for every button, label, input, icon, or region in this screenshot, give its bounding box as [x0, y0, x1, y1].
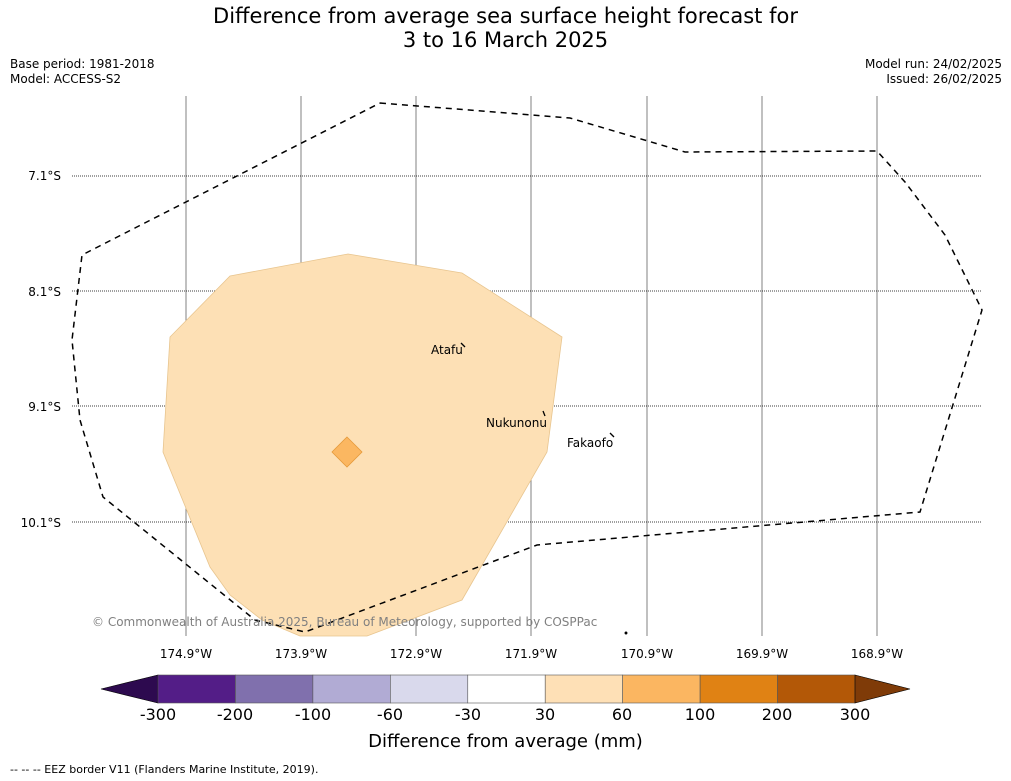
colorbar-tick: -300: [140, 705, 176, 724]
lon-label: 170.9°W: [621, 647, 673, 661]
colorbar-extend-high: [854, 674, 911, 704]
colorbar-tick: 100: [685, 705, 716, 724]
colorbar-tick: 300: [840, 705, 871, 724]
place-label-fakaofo: Fakaofo: [567, 436, 613, 450]
map-title: Difference from average sea surface heig…: [0, 4, 1011, 52]
colorbar-segment: [622, 674, 701, 704]
place-label-atafu: Atafu: [431, 343, 463, 357]
colorbar-segment: [544, 674, 623, 704]
base-period: Base period: 1981-2018: [10, 57, 155, 71]
lat-label: 10.1°S: [21, 516, 61, 530]
lon-label: 169.9°W: [736, 647, 788, 661]
run-info: Model run: 24/02/2025 Issued: 26/02/2025: [865, 57, 1002, 87]
colorbar-tick: 30: [535, 705, 555, 724]
anomaly-area-60-100mm: [331, 436, 363, 468]
colorbar-segment: [157, 674, 236, 704]
colorbar-segment: [312, 674, 391, 704]
fakaofo-island-shape: [609, 432, 615, 438]
lon-label: 168.9°W: [851, 647, 903, 661]
lon-label: 174.9°W: [160, 647, 212, 661]
lon-label: 171.9°W: [505, 647, 557, 661]
lat-label: 7.1°S: [28, 169, 61, 183]
anomaly-area-30-60mm: [162, 253, 563, 637]
model-info: Base period: 1981-2018 Model: ACCESS-S2: [10, 57, 155, 87]
island-marks: [460, 342, 628, 635]
nukunonu-island-shape: [542, 410, 546, 417]
colorbar-tick: -30: [455, 705, 481, 724]
eez-border-legend: -- -- -- EEZ border V11 (Flanders Marine…: [10, 763, 319, 776]
eez-border: [71, 102, 983, 633]
colorbar-segment: [777, 674, 856, 704]
model-run-date: Model run: 24/02/2025: [864, 57, 1002, 71]
lon-label: 173.9°W: [275, 647, 327, 661]
colorbar-extend-low: [100, 674, 159, 704]
colorbar-tick: -100: [295, 705, 331, 724]
colorbar-segment: [390, 674, 469, 704]
colorbar-tick: -60: [377, 705, 403, 724]
lat-label: 9.1°S: [28, 400, 61, 414]
colorbar-segment: [699, 674, 778, 704]
model-name: Model: ACCESS-S2: [10, 72, 122, 86]
colorbar-title: Difference from average (mm): [368, 731, 643, 752]
place-label-nukunonu: Nukunonu: [486, 416, 547, 430]
colorbar: [100, 674, 911, 704]
colorbar-segment: [467, 674, 546, 704]
colorbar-tick: 200: [762, 705, 793, 724]
lon-label: 172.9°W: [390, 647, 442, 661]
lat-label: 8.1°S: [28, 285, 61, 299]
colorbar-segment: [235, 674, 314, 704]
issued-date: Issued: 26/02/2025: [886, 72, 1002, 86]
copyright-notice: © Commonwealth of Australia 2025, Bureau…: [92, 615, 597, 629]
title-line-2: 3 to 16 March 2025: [402, 28, 609, 52]
title-line-1: Difference from average sea surface heig…: [213, 4, 798, 28]
small-island-dot: [624, 631, 628, 635]
colorbar-tick: 60: [612, 705, 632, 724]
colorbar-tick: -200: [217, 705, 253, 724]
atafu-island-shape: [460, 342, 466, 348]
